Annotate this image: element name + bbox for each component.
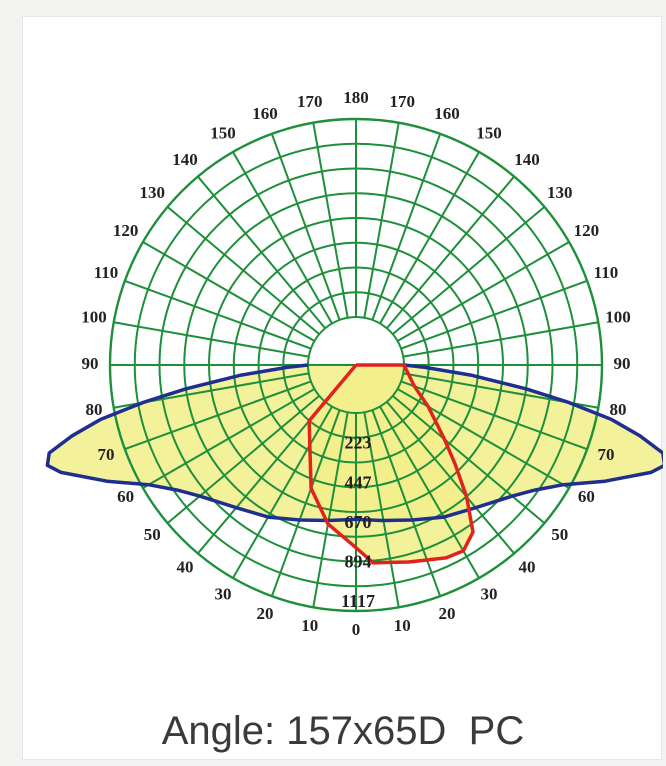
- angle-tick-label: 170: [389, 92, 415, 111]
- angle-tick-label: 140: [172, 150, 198, 169]
- angle-tick-label: 170: [297, 92, 323, 111]
- caption-label: Angle:: [161, 709, 276, 753]
- angle-tick-label: 150: [476, 124, 502, 143]
- grid-spoke: [166, 395, 320, 524]
- grid-spoke: [124, 380, 312, 451]
- radial-tick-label: 223: [345, 433, 372, 453]
- grid-spoke: [386, 401, 515, 555]
- angle-tick-label: 130: [139, 183, 165, 202]
- angle-tick-label: 70: [597, 445, 614, 464]
- grid-spoke: [392, 206, 546, 335]
- grid-spoke: [142, 241, 315, 342]
- grid-spoke: [400, 380, 588, 451]
- angle-tick-label: 70: [98, 445, 115, 464]
- grid-spoke: [363, 122, 400, 318]
- grid-spoke: [400, 279, 588, 350]
- grid-spoke: [232, 151, 333, 324]
- curve-layer: [45, 363, 663, 565]
- angle-tick-label: 130: [547, 183, 573, 202]
- grid-spoke: [113, 321, 309, 358]
- angle-tick-label: 40: [518, 558, 535, 577]
- angle-tick-label: 60: [117, 487, 134, 506]
- radial-tick-label: 894: [345, 552, 372, 572]
- grid-spoke: [312, 122, 349, 318]
- grid-spoke: [166, 206, 320, 335]
- grid-spoke: [363, 412, 400, 608]
- angle-tick-label: 150: [210, 124, 236, 143]
- angle-tick-label: 80: [609, 400, 626, 419]
- grid-spoke: [403, 321, 599, 358]
- angle-tick-label: 50: [551, 525, 568, 544]
- grid-spoke: [379, 151, 480, 324]
- grid-spoke: [142, 388, 315, 489]
- angle-tick-label: 120: [574, 221, 600, 240]
- angle-tick-label: 120: [113, 221, 139, 240]
- angle-tick-label: 80: [86, 400, 103, 419]
- angle-tick-label: 0: [352, 620, 361, 639]
- series-line-c0: [45, 363, 663, 523]
- angle-tick-label: 160: [252, 104, 278, 123]
- grid-spoke: [312, 412, 349, 608]
- angle-tick-label: 110: [94, 263, 119, 282]
- angle-tick-label: 60: [578, 487, 595, 506]
- grid-spoke: [270, 409, 341, 597]
- grid-spoke: [197, 401, 326, 555]
- label-layer: 1801701601501401301201101009080706050403…: [81, 88, 630, 639]
- grid-spoke: [232, 406, 333, 579]
- grid-spoke: [197, 175, 326, 329]
- caption-value: 157x65D: [286, 709, 447, 753]
- radial-tick-label: 1117: [341, 591, 375, 611]
- angle-tick-label: 20: [438, 604, 455, 623]
- series-line-c90: [307, 363, 475, 565]
- chart-card: 180 170 160 150 140 130 120 110 100 90 80 70 60 50 40 3…: [22, 16, 663, 760]
- angle-tick-label: 50: [144, 525, 161, 544]
- grid-spoke: [371, 409, 442, 597]
- angle-tick-label: 30: [481, 584, 498, 603]
- grid-spoke: [392, 395, 546, 524]
- grid-layer: [108, 117, 604, 613]
- angle-tick-label: 100: [605, 308, 631, 327]
- angle-tick-label: 140: [514, 150, 540, 169]
- angle-tick-label: 90: [614, 354, 631, 373]
- angle-tick-label: 180: [343, 88, 369, 107]
- angle-caption: Angle: 157x65D PC: [23, 709, 663, 754]
- grid-spoke: [124, 279, 312, 350]
- polar-light-distribution-chart: 1801701601501401301201101009080706050403…: [45, 88, 663, 639]
- angle-tick-label: 30: [215, 584, 232, 603]
- radial-tick-label: 447: [345, 472, 372, 492]
- angle-tick-label: 20: [257, 604, 274, 623]
- caption-material: PC: [468, 709, 525, 753]
- grid-spoke: [270, 133, 341, 321]
- grid-spoke: [397, 241, 570, 342]
- angle-tick-label: 160: [434, 104, 460, 123]
- grid-spoke: [371, 133, 442, 321]
- angle-tick-label: 10: [394, 616, 411, 635]
- grid-spoke: [386, 175, 515, 329]
- angle-tick-label: 100: [81, 308, 107, 327]
- angle-tick-label: 110: [594, 263, 619, 282]
- radial-tick-label: 670: [345, 512, 372, 532]
- angle-tick-label: 10: [301, 616, 318, 635]
- angle-tick-label: 40: [177, 558, 194, 577]
- angle-tick-label: 90: [82, 354, 99, 373]
